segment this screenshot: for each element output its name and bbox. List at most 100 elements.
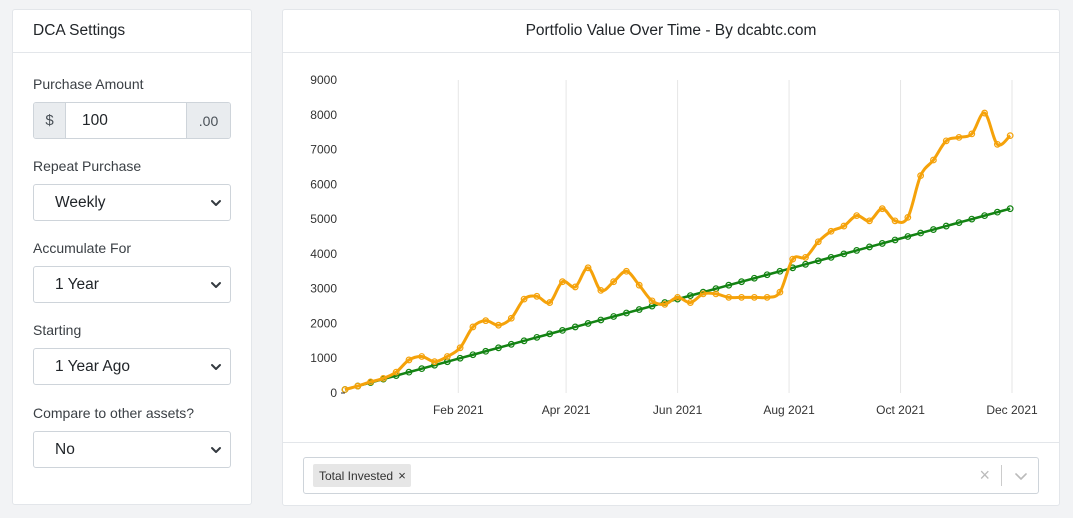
portfolio-value-point	[738, 293, 745, 301]
total-invested-point	[827, 253, 835, 261]
purchase-amount-input[interactable]	[66, 103, 186, 138]
total-invested-point	[968, 215, 976, 223]
currency-prefix: $	[34, 103, 66, 138]
portfolio-value-point	[981, 109, 988, 117]
portfolio-value-point	[930, 156, 937, 164]
repeat-purchase-select[interactable]: Weekly	[33, 184, 231, 221]
portfolio-value-point	[686, 299, 694, 306]
total-invested-point	[405, 368, 413, 376]
repeat-purchase-value: Weekly	[55, 193, 106, 211]
portfolio-value-point	[712, 290, 720, 298]
total-invested-point	[495, 344, 502, 352]
total-invested-point	[750, 274, 758, 282]
starting-label: Starting	[33, 322, 82, 338]
chevron-down-icon	[210, 197, 222, 209]
portfolio-value-point	[648, 297, 656, 305]
portfolio-value-point	[610, 278, 618, 286]
chevron-down-icon	[210, 444, 222, 456]
total-invested-point	[853, 247, 861, 254]
portfolio-value-point	[571, 283, 579, 291]
portfolio-value-point	[968, 130, 976, 138]
portfolio-value-point	[520, 295, 528, 303]
tag-remove-icon[interactable]: ×	[398, 468, 406, 483]
portfolio-value-point	[533, 292, 541, 300]
total-invested-point	[878, 240, 886, 247]
portfolio-value-point	[763, 293, 771, 301]
total-invested-line	[344, 207, 1011, 391]
series-tag-label: Total Invested	[319, 468, 394, 483]
accumulate-for-label: Accumulate For	[33, 240, 132, 256]
portfolio-value-point	[507, 314, 515, 322]
total-invested-point	[520, 337, 528, 345]
total-invested-point	[904, 233, 912, 240]
portfolio-value-point	[469, 323, 477, 331]
x-tick-label: Oct 2021	[876, 403, 925, 417]
y-tick-label: 3000	[310, 282, 337, 296]
portfolio-value-point	[495, 321, 502, 329]
portfolio-value-point	[405, 356, 413, 364]
purchase-amount-group: $ .00	[33, 102, 231, 139]
portfolio-value-point	[904, 213, 912, 221]
chart-title: Portfolio Value Over Time - By dcabtc.co…	[283, 10, 1059, 53]
y-tick-label: 6000	[310, 177, 337, 191]
portfolio-value-point	[917, 172, 925, 180]
total-invested-point	[507, 340, 515, 348]
total-invested-point	[891, 236, 899, 244]
portfolio-value-line	[344, 111, 1012, 391]
total-invested-point	[840, 250, 848, 258]
compare-assets-label: Compare to other assets?	[33, 405, 195, 421]
portfolio-value-point	[546, 299, 554, 306]
y-tick-label: 8000	[310, 108, 337, 122]
portfolio-value-point	[802, 253, 809, 261]
portfolio-value-point	[891, 217, 899, 225]
clear-icon[interactable]: ×	[979, 465, 990, 485]
multiselect-separator	[1001, 465, 1002, 486]
starting-value: 1 Year Ago	[55, 357, 130, 375]
cents-suffix: .00	[186, 103, 230, 138]
y-tick-label: 9000	[310, 73, 337, 87]
total-invested-point	[533, 333, 541, 341]
dca-settings-card: DCA Settings Purchase Amount $ .00 Repea…	[12, 9, 252, 505]
compare-assets-value: No	[55, 440, 75, 458]
portfolio-value-point	[635, 281, 643, 289]
portfolio-value-point	[482, 317, 490, 325]
total-invested-point	[738, 278, 745, 286]
portfolio-value-point	[699, 290, 707, 298]
portfolio-value-point	[559, 278, 566, 286]
total-invested-point	[686, 292, 694, 300]
y-tick-label: 1000	[310, 351, 337, 365]
portfolio-value-point	[866, 217, 873, 225]
portfolio-value-point	[853, 212, 861, 220]
portfolio-value-point	[840, 222, 848, 230]
chevron-down-icon[interactable]	[1012, 467, 1030, 490]
portfolio-value-point	[993, 140, 1001, 148]
x-tick-label: Feb 2021	[433, 403, 484, 417]
portfolio-value-point	[942, 137, 950, 145]
portfolio-value-point	[955, 133, 963, 141]
starting-select[interactable]: 1 Year Ago	[33, 348, 231, 385]
total-invested-point	[469, 351, 477, 359]
total-invested-point	[546, 330, 554, 338]
chevron-down-icon	[210, 279, 222, 291]
total-invested-point	[955, 219, 963, 226]
total-invested-point	[814, 257, 822, 265]
x-tick-label: Dec 2021	[986, 403, 1038, 417]
portfolio-value-point	[354, 382, 362, 390]
x-tick-label: Aug 2021	[763, 403, 815, 417]
portfolio-value-point	[431, 358, 438, 366]
portfolio-value-point	[725, 293, 733, 301]
series-tag: Total Invested ×	[313, 464, 412, 487]
portfolio-line-chart: 0 1000 2000 3000 4000 5000 6000 7000 8000 9000 Feb…	[310, 73, 1038, 417]
total-invested-point	[418, 365, 426, 373]
total-invested-point	[584, 320, 592, 327]
portfolio-value-point	[367, 378, 374, 386]
compare-assets-select[interactable]: No	[33, 431, 231, 468]
accumulate-for-select[interactable]: 1 Year	[33, 266, 231, 303]
y-tick-label: 4000	[310, 247, 337, 261]
total-invested-point	[776, 267, 784, 275]
total-invested-point	[1006, 205, 1014, 213]
series-multiselect[interactable]: Total Invested × ×	[303, 457, 1039, 494]
total-invested-point	[623, 309, 630, 317]
portfolio-chart-card: Portfolio Value Over Time - By dcabtc.co…	[282, 9, 1060, 506]
portfolio-value-point	[827, 227, 835, 235]
